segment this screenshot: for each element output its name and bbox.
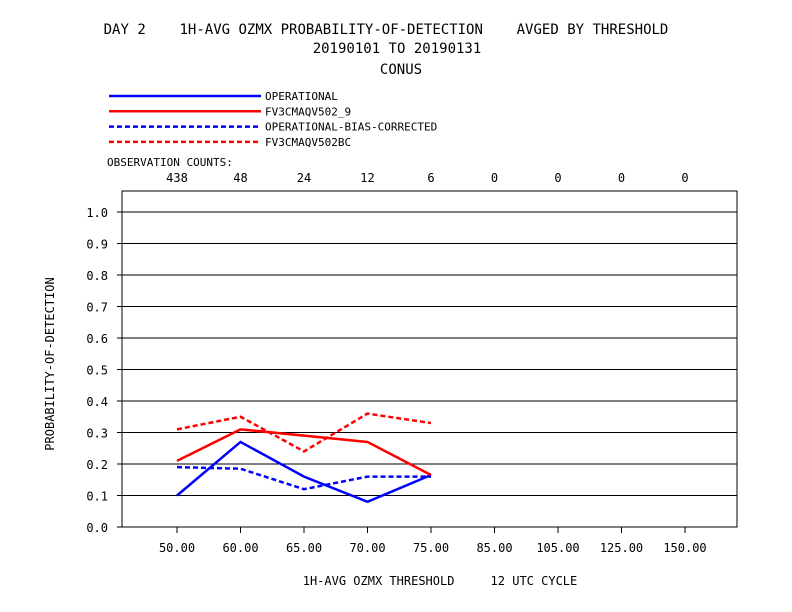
x-axis-label: 1H-AVG OZMX THRESHOLD 12 UTC CYCLE	[303, 574, 578, 588]
x-ticks: 50.00 60.00 65.00 70.00 75.00 85.00 105.00 125.…	[159, 527, 707, 555]
y-axis-label: PROBABILITY-OF-DETECTION	[43, 277, 57, 450]
series-line-2	[176, 428, 432, 477]
y-tick-label: 0.8	[86, 269, 108, 283]
x-tick-label: 60.00	[222, 541, 258, 555]
series-line-1	[176, 440, 432, 504]
legend-label: FV3CMAQV502BC	[265, 136, 351, 149]
obs-count: 24	[297, 171, 311, 185]
legend-label: OPERATIONAL	[265, 90, 338, 103]
y-ticks: 0.0 0.1 0.2 0.3 0.4 0.5 0.6 0.7 0.8 0.9 1.0	[86, 206, 122, 535]
y-tick-label: 0.7	[86, 301, 108, 315]
series-line-3	[176, 465, 431, 491]
y-tick-label: 0.4	[86, 395, 108, 409]
y-tick-label: 0.3	[86, 427, 108, 441]
series-lines	[176, 412, 432, 504]
y-tick-label: 0.6	[86, 332, 108, 346]
grid	[122, 211, 737, 496]
x-tick-label: 125.00	[600, 541, 643, 555]
obs-count: 12	[360, 171, 374, 185]
chart-title-line-2: 20190101 TO 20190131	[313, 41, 482, 57]
obs-count: 0	[491, 171, 498, 185]
x-tick-label: 70.00	[349, 541, 385, 555]
obs-count: 0	[681, 171, 688, 185]
obs-count: 438	[166, 171, 188, 185]
legend-label: FV3CMAQV502_9	[265, 105, 351, 118]
x-tick-label: 50.00	[159, 541, 195, 555]
y-tick-label: 1.0	[86, 206, 108, 220]
y-tick-label: 0.1	[86, 490, 108, 504]
obs-count: 48	[233, 171, 247, 185]
obs-counts: 438 48 24 12 6 0 0 0 0	[166, 171, 688, 185]
y-tick-label: 0.2	[86, 458, 108, 472]
x-tick-label: 105.00	[536, 541, 579, 555]
plot-frame	[121, 190, 738, 528]
obs-counts-label: OBSERVATION COUNTS:	[107, 156, 233, 169]
y-tick-label: 0.9	[86, 238, 108, 252]
y-tick-label: 0.5	[86, 364, 108, 378]
legend: OPERATIONAL FV3CMAQV502_9 OPERATIONAL-BIAS…	[109, 90, 437, 149]
x-tick-label: 85.00	[476, 541, 512, 555]
chart-title-line-1: DAY 2 1H-AVG OZMX PROBABILITY-OF-DETECTI…	[104, 22, 669, 38]
chart-title-line-3: CONUS	[380, 62, 422, 78]
x-tick-label: 150.00	[663, 541, 706, 555]
legend-label: OPERATIONAL-BIAS-CORRECTED	[265, 121, 437, 134]
series-line-4	[176, 412, 432, 453]
obs-count: 0	[554, 171, 561, 185]
obs-count: 0	[618, 171, 625, 185]
obs-count: 6	[427, 171, 434, 185]
y-tick-label: 0.0	[86, 521, 108, 535]
x-tick-label: 65.00	[286, 541, 322, 555]
x-tick-label: 75.00	[413, 541, 449, 555]
